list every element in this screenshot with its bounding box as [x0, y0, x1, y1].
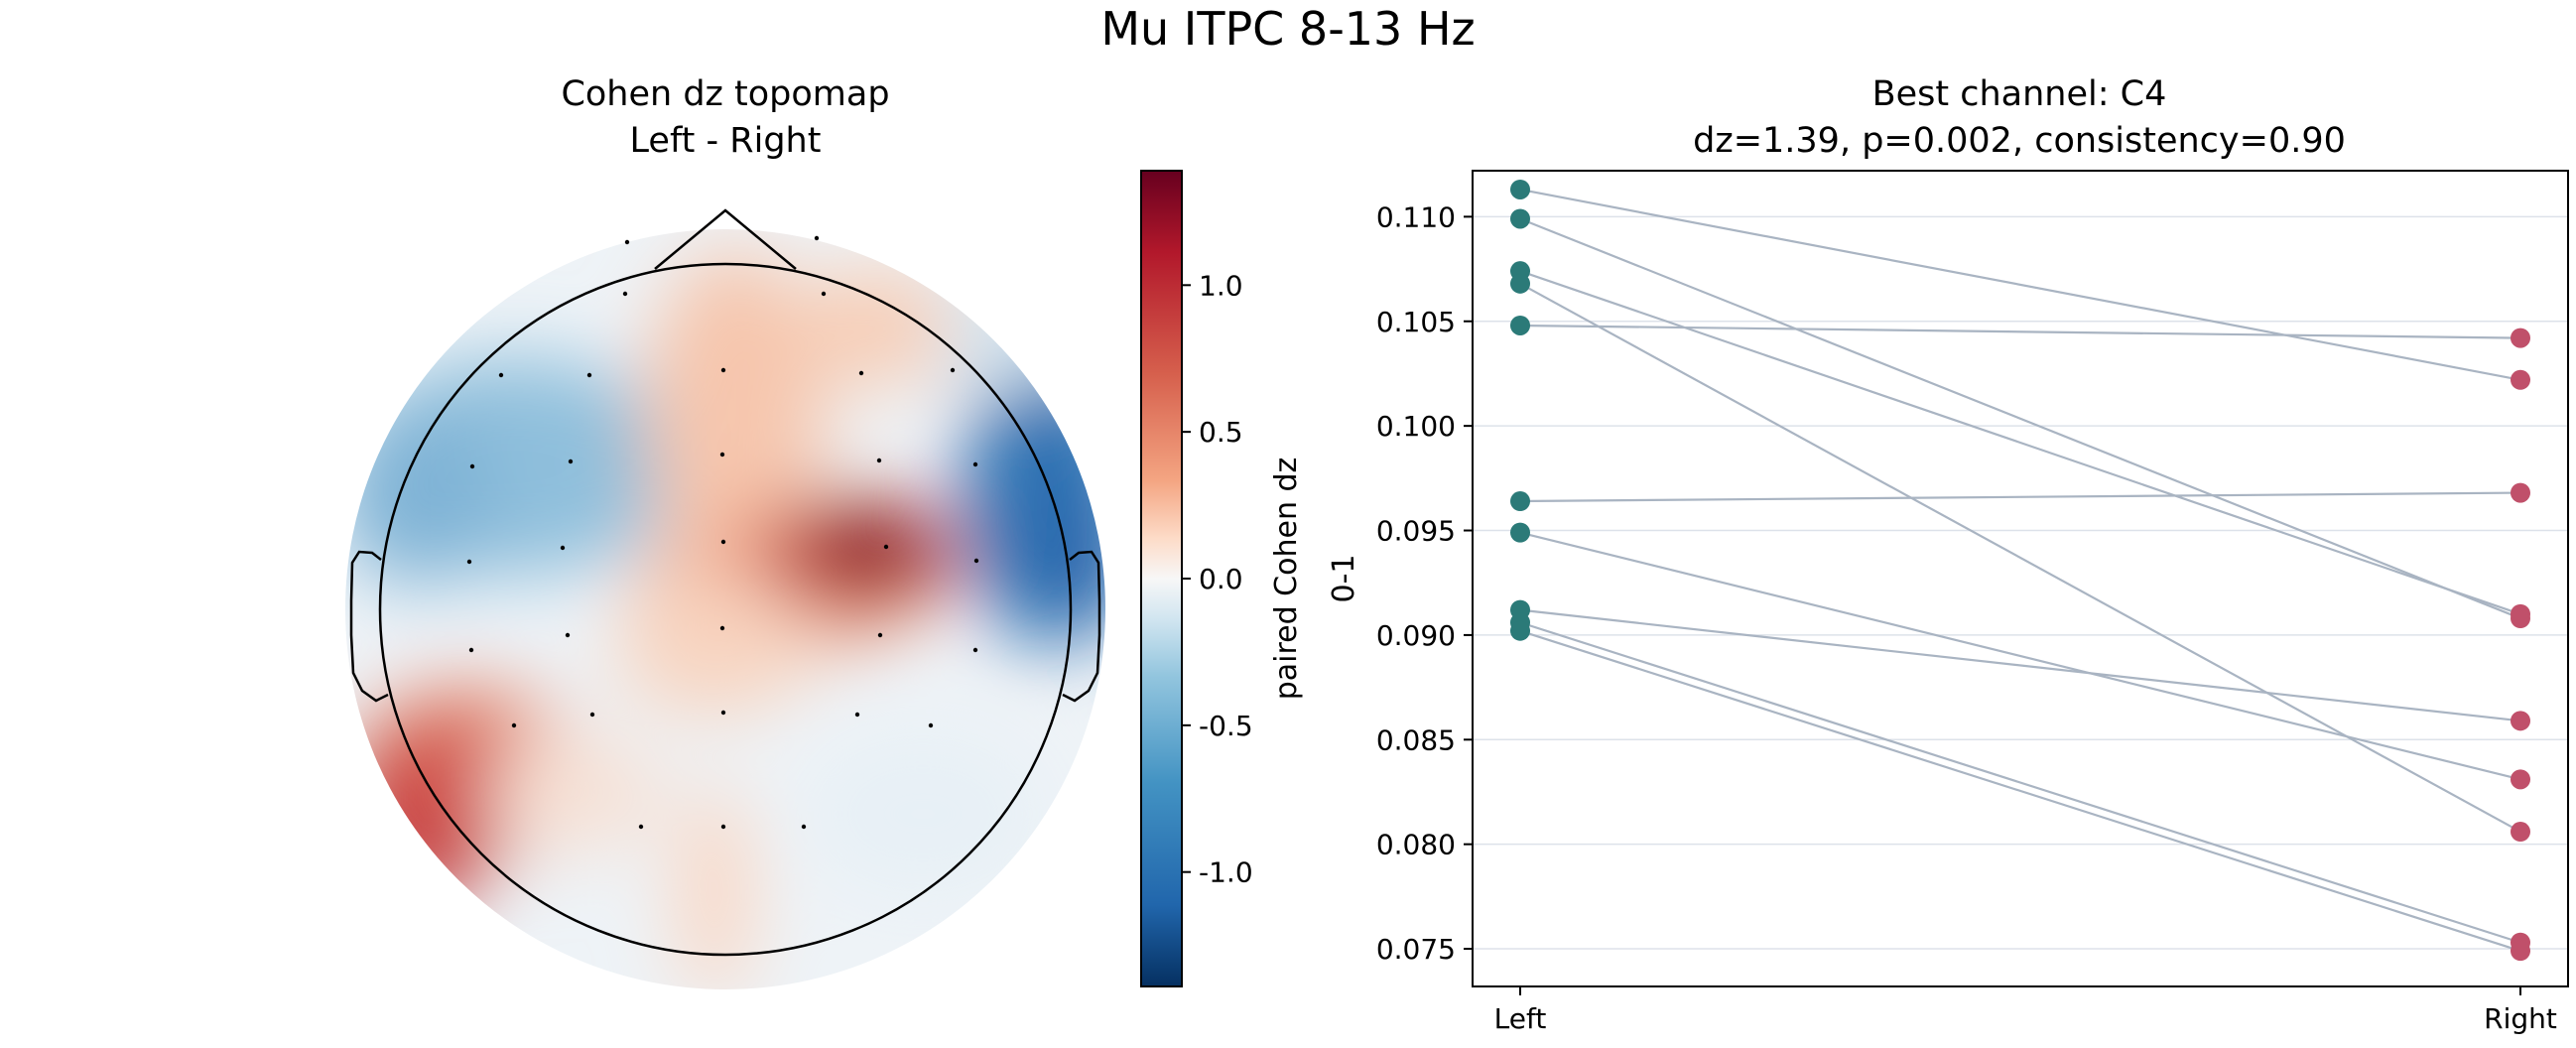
- sensor-dot: [469, 463, 475, 469]
- right-point: [2511, 822, 2530, 843]
- sensor-dot: [854, 712, 860, 718]
- topomap-title-line1: Cohen dz topomap: [561, 74, 889, 114]
- y-tick-label: 0.110: [1376, 200, 1456, 233]
- sensor-dot: [928, 722, 934, 728]
- sensor-dot: [720, 824, 726, 830]
- left-point: [1510, 315, 1530, 335]
- y-tick-label: 0.085: [1376, 723, 1456, 756]
- y-axis-ticks: 0.075 0.080 0.085 0.090 0.095 0.100 0.105 0.110: [1376, 200, 1473, 966]
- sensor-dot: [950, 367, 956, 373]
- x-tick-label: Right: [2484, 1002, 2557, 1035]
- nose-outline: [654, 208, 797, 270]
- sensor-dot: [589, 712, 595, 718]
- chart-title-line2: dz=1.39, p=0.002, consistency=0.90: [1693, 121, 2346, 161]
- colorbar-label: paired Cohen dz: [1269, 458, 1304, 701]
- right-point: [2511, 603, 2530, 624]
- pair-line: [1519, 324, 2521, 339]
- sensor-dot: [877, 632, 883, 638]
- sensor-dot: [498, 372, 504, 378]
- paired-lines: [1519, 188, 2521, 953]
- topomap-heatmap: [345, 208, 1105, 989]
- sensor-dot: [568, 458, 574, 464]
- y-gridlines: [1473, 215, 2568, 950]
- left-point: [1510, 208, 1530, 229]
- sensor-dot: [858, 370, 864, 376]
- data-points: [1510, 179, 2530, 962]
- sensor-dot: [720, 367, 726, 373]
- sensor-dot: [972, 647, 978, 653]
- head-outline: [378, 262, 1073, 957]
- pair-line: [1519, 629, 2521, 953]
- left-point: [1510, 522, 1530, 543]
- colorbar-tick-label: -1.0: [1199, 856, 1253, 889]
- sensor-dot: [719, 625, 725, 631]
- left-point: [1510, 179, 1530, 199]
- sensor-dot: [801, 824, 807, 830]
- sensor-dot: [565, 632, 571, 638]
- left-ear-outline: [349, 550, 389, 703]
- left-point: [1510, 273, 1530, 294]
- y-tick-label: 0.100: [1376, 410, 1456, 443]
- sensor-dot: [972, 461, 978, 467]
- sensor-dot: [466, 559, 472, 565]
- sensor-dot: [821, 291, 827, 297]
- pair-line: [1519, 621, 2521, 944]
- sensor-dot: [468, 647, 474, 653]
- left-point: [1510, 620, 1530, 641]
- colorbar-tick-label: 1.0: [1199, 269, 1243, 302]
- pair-line: [1519, 282, 2521, 833]
- colorbar: [1140, 170, 1183, 987]
- sensor-dot: [624, 239, 630, 245]
- sensor-dot: [720, 710, 726, 716]
- sensor-dot: [973, 558, 979, 564]
- sensor-dot: [814, 235, 820, 241]
- pair-line: [1519, 270, 2521, 615]
- pair-line: [1519, 491, 2521, 503]
- pair-line: [1519, 531, 2521, 781]
- sensor-markers: [466, 235, 979, 830]
- y-tick-label: 0.075: [1376, 933, 1456, 966]
- y-axis-label: 0-1: [1327, 555, 1361, 603]
- y-tick-label: 0.090: [1376, 619, 1456, 652]
- x-axis-ticks: Left Right: [1494, 986, 2557, 1035]
- colorbar-tick-label: 0.0: [1199, 563, 1243, 595]
- right-point: [2511, 769, 2530, 790]
- pair-line: [1519, 608, 2521, 722]
- colorbar-tick-label: -0.5: [1199, 710, 1253, 742]
- sensor-dot: [876, 458, 882, 463]
- plot-frame: [1472, 170, 2569, 987]
- sensor-dot: [511, 722, 517, 728]
- pair-line: [1519, 188, 2521, 381]
- right-point: [2511, 941, 2530, 962]
- right-point: [2511, 369, 2530, 390]
- chart-title-line1: Best channel: C4: [1872, 74, 2167, 114]
- y-tick-label: 0.105: [1376, 306, 1456, 338]
- sensor-dot: [883, 544, 889, 550]
- left-point: [1510, 491, 1530, 512]
- sensor-dot: [586, 372, 592, 378]
- pair-line: [1519, 217, 2521, 620]
- right-point: [2511, 328, 2530, 348]
- sensor-dot: [622, 291, 628, 297]
- sensor-dot: [720, 539, 726, 545]
- colorbar-tick-label: 0.5: [1199, 416, 1243, 449]
- y-tick-label: 0.080: [1376, 829, 1456, 861]
- right-ear-outline: [1062, 550, 1101, 703]
- sensor-dot: [560, 545, 566, 551]
- right-point: [2511, 711, 2530, 731]
- colorbar-ticks: 1.0 0.5 0.0 -0.5 -1.0: [1182, 269, 1253, 889]
- sensor-dot: [638, 824, 644, 830]
- right-point: [2511, 482, 2530, 503]
- figure-suptitle: Mu ITPC 8-13 Hz: [1100, 2, 1475, 56]
- topomap-title-line2: Left - Right: [630, 121, 822, 161]
- x-tick-label: Left: [1494, 1002, 1547, 1035]
- y-tick-label: 0.095: [1376, 515, 1456, 548]
- sensor-dot: [719, 452, 725, 458]
